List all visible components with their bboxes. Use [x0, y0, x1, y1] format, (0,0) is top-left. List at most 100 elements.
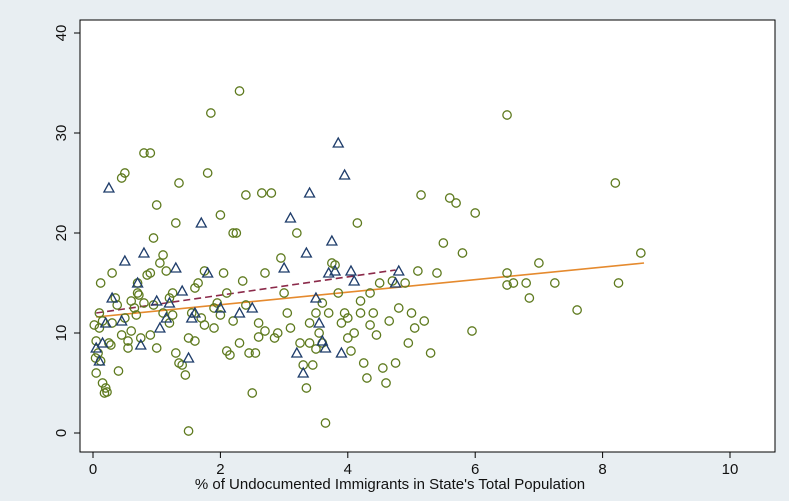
circle-point — [148, 233, 159, 243]
circle-point — [180, 370, 191, 380]
circle-point — [266, 188, 277, 198]
circle-point — [279, 288, 289, 298]
triangle-point — [99, 316, 112, 328]
circle-point — [307, 360, 318, 370]
triangle-point — [277, 261, 291, 273]
y-tick-label: 0 — [53, 429, 70, 437]
circle-point — [145, 148, 156, 158]
circle-point — [256, 188, 267, 198]
triangle-point — [319, 341, 332, 353]
triangle-point — [290, 346, 303, 358]
triangle-point — [131, 276, 144, 288]
circle-point — [416, 190, 426, 200]
circle-point — [346, 346, 356, 356]
circle-point — [237, 276, 248, 286]
circle-point — [330, 260, 340, 270]
circle-point — [269, 333, 280, 343]
circle-point — [123, 343, 133, 353]
triangle-point — [335, 346, 348, 358]
circle-point — [218, 268, 229, 278]
circle-point — [113, 366, 124, 376]
circle-point — [167, 310, 178, 320]
y-tick-label: 20 — [53, 225, 70, 242]
circle-point — [183, 426, 194, 436]
circle-point — [400, 278, 410, 288]
circle-point — [190, 283, 200, 293]
circle-point — [384, 316, 395, 326]
circle-point — [377, 363, 388, 373]
circle-point — [139, 148, 149, 158]
circle-point — [355, 308, 366, 318]
circle-point — [151, 343, 162, 353]
circle-point — [502, 280, 512, 290]
circle-point — [457, 248, 468, 258]
circle-point — [393, 303, 404, 313]
triangle-point — [163, 296, 176, 308]
triangle-point — [284, 211, 297, 223]
circle-point — [358, 358, 369, 368]
circle-point — [311, 308, 321, 318]
dashed-fit-line — [96, 269, 396, 314]
triangle-point — [96, 336, 109, 348]
triangle-point — [115, 314, 128, 326]
triangle-point — [93, 354, 106, 366]
circle-point — [349, 328, 360, 338]
circle-point — [155, 258, 165, 268]
circle-point — [107, 268, 117, 278]
circle-point — [241, 190, 251, 200]
circle-point — [253, 318, 264, 328]
circle-point — [333, 288, 344, 298]
circle-point — [502, 268, 512, 278]
y-axis: 0 10 20 30 40 — [53, 25, 80, 437]
triangle-point — [303, 186, 316, 198]
circle-point — [234, 338, 245, 348]
circle-point — [158, 250, 168, 260]
circle-point — [336, 318, 347, 328]
circle-point — [145, 268, 156, 278]
circle-point — [323, 308, 334, 318]
circle-point — [112, 300, 123, 310]
triangle-point — [182, 351, 195, 363]
circle-point — [231, 228, 242, 238]
circle-point — [253, 332, 264, 342]
circle-point — [139, 298, 149, 308]
x-tick-label: 2 — [216, 461, 224, 478]
circle-point — [521, 278, 532, 288]
x-tick-label: 0 — [89, 461, 97, 478]
triangle-point — [169, 261, 182, 273]
circle-point — [444, 193, 455, 203]
triangle-point — [313, 316, 326, 328]
circle-point — [170, 218, 181, 228]
circle-point — [116, 173, 127, 183]
circle-point — [304, 318, 315, 328]
triangle-point — [332, 136, 345, 148]
triangle-point — [102, 181, 116, 193]
circle-point — [228, 228, 238, 238]
circle-point — [234, 86, 245, 96]
triangle-point — [325, 234, 338, 246]
triangle-point — [150, 294, 163, 306]
triangle-point — [309, 291, 323, 303]
circle-point — [276, 253, 286, 263]
triangle-point — [137, 246, 151, 258]
triangle-point — [297, 366, 310, 378]
x-axis-title: % of Undocumented Immigrants in State's … — [195, 476, 585, 493]
circle-point — [132, 288, 143, 298]
circle-point — [120, 168, 130, 178]
triangle-point — [348, 274, 361, 286]
circle-point — [470, 208, 481, 218]
circle-point — [572, 305, 582, 315]
circle-point — [413, 266, 423, 276]
circle-point — [126, 296, 137, 306]
circle-point — [432, 268, 442, 278]
circle-point — [419, 316, 430, 326]
circle-point — [301, 383, 312, 393]
circle-point — [95, 278, 106, 288]
circle-point — [508, 278, 519, 288]
circle-point — [390, 358, 401, 368]
circle-point — [467, 326, 477, 336]
circle-point — [314, 328, 324, 338]
circle-point — [342, 333, 353, 343]
circle-point — [403, 338, 414, 348]
